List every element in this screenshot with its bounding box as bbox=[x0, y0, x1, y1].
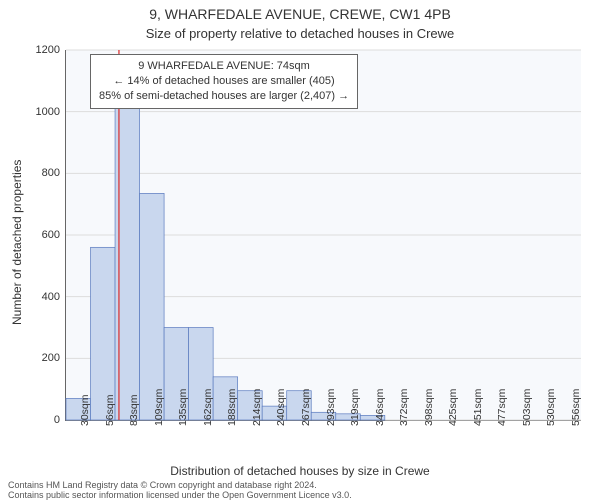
footer-line2: Contains public sector information licen… bbox=[8, 490, 352, 500]
xtick-label: 188sqm bbox=[226, 389, 238, 426]
x-axis-label: Distribution of detached houses by size … bbox=[0, 464, 600, 478]
info-box: 9 WHARFEDALE AVENUE: 74sqm ← 14% of deta… bbox=[90, 54, 358, 109]
ytick-label: 1000 bbox=[5, 106, 60, 118]
footer-line1: Contains HM Land Registry data © Crown c… bbox=[8, 480, 352, 490]
xtick-label: 398sqm bbox=[423, 389, 435, 426]
histogram-bar bbox=[140, 193, 165, 420]
xtick-label: 240sqm bbox=[275, 389, 287, 426]
chart-title: 9, WHARFEDALE AVENUE, CREWE, CW1 4PB bbox=[0, 6, 600, 22]
infobox-line2: ← 14% of detached houses are smaller (40… bbox=[99, 74, 349, 89]
xtick-label: 530sqm bbox=[545, 389, 557, 426]
xtick-label: 556sqm bbox=[570, 389, 582, 426]
xtick-label: 162sqm bbox=[202, 389, 214, 426]
xtick-label: 56sqm bbox=[104, 394, 116, 426]
xtick-label: 372sqm bbox=[398, 389, 410, 426]
infobox-line1: 9 WHARFEDALE AVENUE: 74sqm bbox=[99, 59, 349, 74]
xtick-label: 30sqm bbox=[79, 394, 91, 426]
xtick-label: 293sqm bbox=[325, 389, 337, 426]
chart-subtitle: Size of property relative to detached ho… bbox=[0, 26, 600, 41]
xtick-label: 267sqm bbox=[300, 389, 312, 426]
xtick-label: 503sqm bbox=[521, 389, 533, 426]
xtick-label: 346sqm bbox=[374, 389, 386, 426]
xtick-label: 109sqm bbox=[153, 389, 165, 426]
xtick-label: 319sqm bbox=[349, 389, 361, 426]
xtick-label: 477sqm bbox=[496, 389, 508, 426]
ytick-label: 1200 bbox=[5, 44, 60, 56]
infobox-line3: 85% of semi-detached houses are larger (… bbox=[99, 89, 349, 104]
y-axis-label: Number of detached properties bbox=[10, 160, 24, 325]
xtick-label: 425sqm bbox=[447, 389, 459, 426]
xtick-label: 83sqm bbox=[128, 394, 140, 426]
xtick-label: 135sqm bbox=[177, 389, 189, 426]
xtick-label: 451sqm bbox=[472, 389, 484, 426]
ytick-label: 0 bbox=[5, 414, 60, 426]
footer-attribution: Contains HM Land Registry data © Crown c… bbox=[8, 480, 352, 500]
xtick-label: 214sqm bbox=[251, 389, 263, 426]
ytick-label: 200 bbox=[5, 352, 60, 364]
